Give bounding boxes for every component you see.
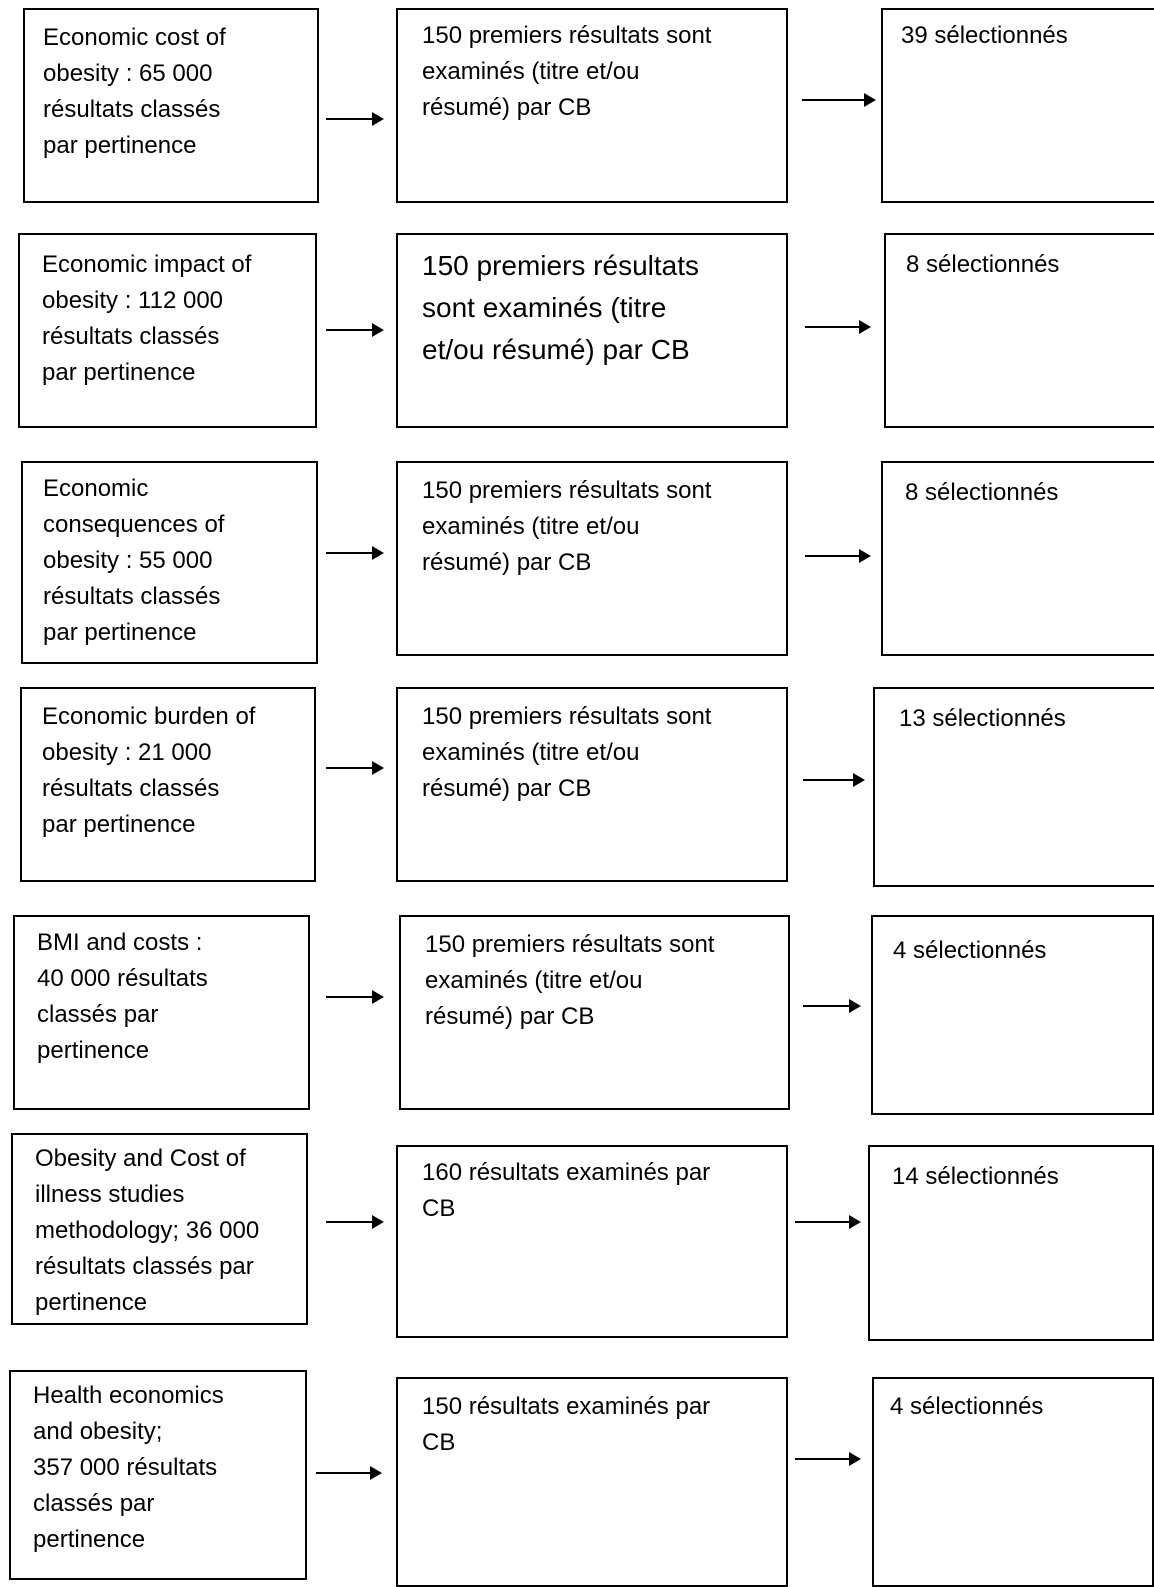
arrow-icon: [795, 1215, 861, 1229]
arrow-icon: [805, 549, 871, 563]
selected-box-3: 8 sélectionnés: [881, 461, 1154, 656]
review-box-1: 150 premiers résultats sont examinés (ti…: [396, 8, 788, 203]
selected-box-5: 4 sélectionnés: [871, 915, 1154, 1115]
arrow-icon: [802, 93, 876, 107]
review-box-4: 150 premiers résultats sont examinés (ti…: [396, 687, 788, 882]
arrow-icon: [326, 323, 384, 337]
query-box-3: Economic consequences of obesity : 55 00…: [21, 461, 318, 664]
arrow-icon: [326, 112, 384, 126]
selected-box-4: 13 sélectionnés: [873, 687, 1154, 887]
query-box-7: Health economics and obesity; 357 000 ré…: [9, 1370, 307, 1580]
review-box-6: 160 résultats examinés par CB: [396, 1145, 788, 1338]
selected-box-6: 14 sélectionnés: [868, 1145, 1154, 1341]
arrow-icon: [805, 320, 871, 334]
arrow-icon: [795, 1452, 861, 1466]
arrow-icon: [326, 990, 384, 1004]
arrow-icon: [803, 773, 865, 787]
query-box-6: Obesity and Cost of illness studies meth…: [11, 1133, 308, 1325]
query-box-4: Economic burden of obesity : 21 000 résu…: [20, 687, 316, 882]
arrow-icon: [326, 761, 384, 775]
review-box-3: 150 premiers résultats sont examinés (ti…: [396, 461, 788, 656]
arrow-icon: [803, 999, 861, 1013]
query-box-2: Economic impact of obesity : 112 000 rés…: [18, 233, 317, 428]
arrow-icon: [316, 1466, 382, 1480]
arrow-icon: [326, 546, 384, 560]
selected-box-2: 8 sélectionnés: [884, 233, 1154, 428]
selected-box-7: 4 sélectionnés: [872, 1377, 1154, 1587]
review-box-5: 150 premiers résultats sont examinés (ti…: [399, 915, 790, 1110]
arrow-icon: [326, 1215, 384, 1229]
review-box-7: 150 résultats examinés par CB: [396, 1377, 788, 1587]
query-box-1: Economic cost of obesity : 65 000 résult…: [23, 8, 319, 203]
review-box-2: 150 premiers résultats sont examinés (ti…: [396, 233, 788, 428]
query-box-5: BMI and costs : 40 000 résultats classés…: [13, 915, 310, 1110]
selected-box-1: 39 sélectionnés: [881, 8, 1154, 203]
